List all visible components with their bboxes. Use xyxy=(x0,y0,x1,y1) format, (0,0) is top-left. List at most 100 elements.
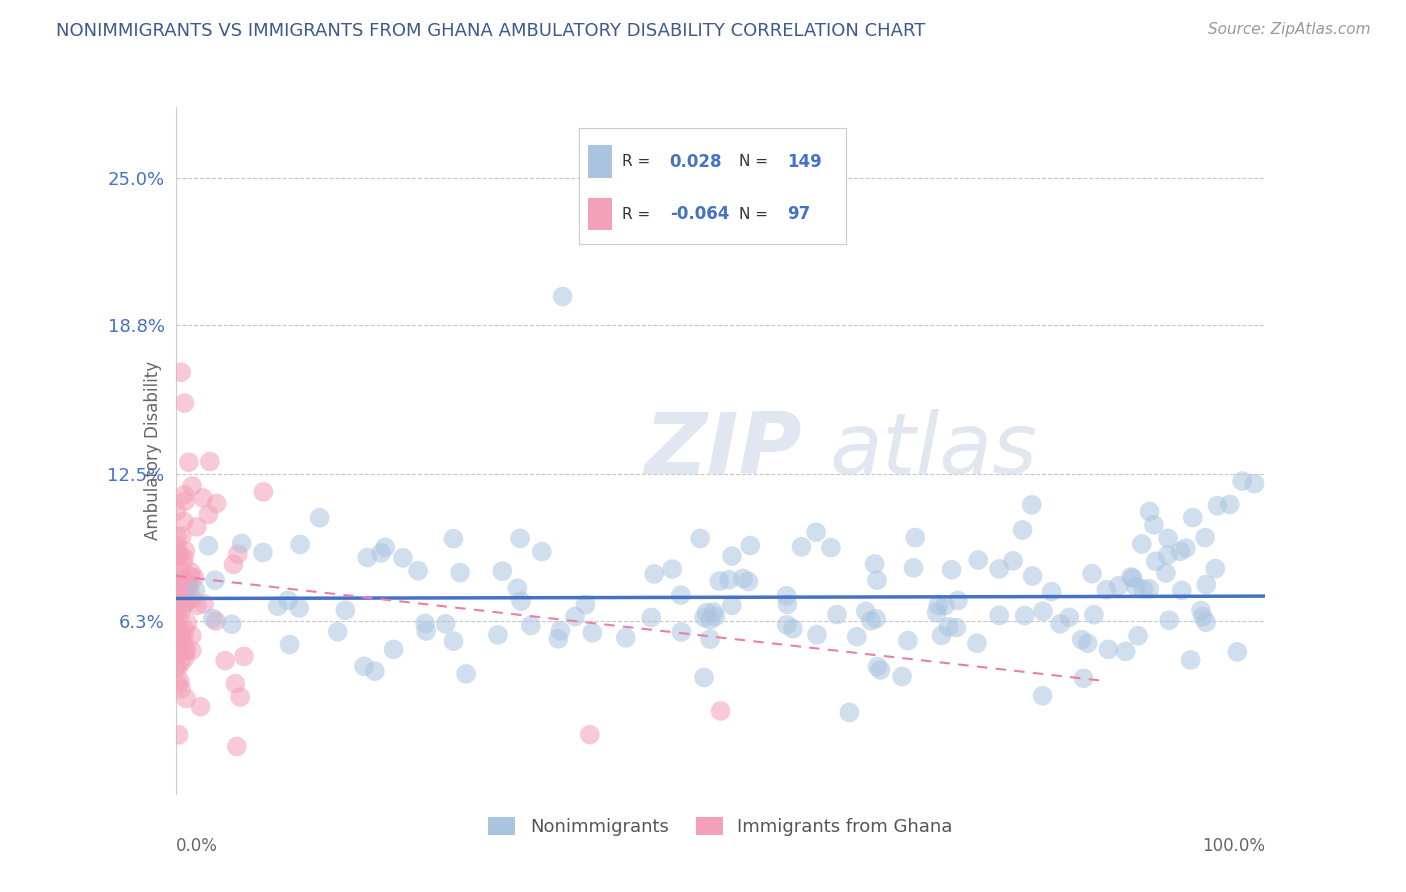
Point xyxy=(165,619,187,633)
Point xyxy=(233,649,256,664)
Point xyxy=(903,561,925,575)
Point xyxy=(170,656,193,670)
Point xyxy=(704,609,727,624)
Point xyxy=(374,541,396,555)
Point xyxy=(1144,554,1167,568)
Point xyxy=(931,628,953,642)
Point xyxy=(551,289,574,303)
Point xyxy=(1191,610,1213,624)
Point xyxy=(165,634,187,648)
Point xyxy=(506,582,529,596)
Point xyxy=(170,629,193,643)
Point xyxy=(221,617,243,632)
Point xyxy=(370,546,392,560)
Point xyxy=(170,681,193,696)
Point xyxy=(176,616,198,631)
Point xyxy=(721,549,744,563)
Point xyxy=(863,557,886,571)
Point xyxy=(353,659,375,673)
Point xyxy=(229,690,252,704)
Point xyxy=(1122,571,1144,585)
Point xyxy=(866,573,889,587)
Point xyxy=(170,529,193,543)
Point xyxy=(581,625,603,640)
Point xyxy=(267,599,290,614)
Point xyxy=(740,539,762,553)
Point xyxy=(169,590,191,604)
Point xyxy=(718,573,741,587)
Point xyxy=(191,491,214,505)
Point xyxy=(176,643,198,657)
Point xyxy=(166,642,188,657)
Point xyxy=(170,633,193,648)
Point xyxy=(510,594,533,608)
Point xyxy=(173,596,195,610)
Point xyxy=(174,598,197,612)
Text: NONIMMIGRANTS VS IMMIGRANTS FROM GHANA AMBULATORY DISABILITY CORRELATION CHART: NONIMMIGRANTS VS IMMIGRANTS FROM GHANA A… xyxy=(56,22,925,40)
Point xyxy=(1181,510,1204,524)
Point xyxy=(170,365,193,379)
Point xyxy=(945,621,967,635)
Point xyxy=(382,642,405,657)
Point xyxy=(177,593,200,607)
Point xyxy=(201,611,224,625)
Point xyxy=(308,510,330,524)
FancyBboxPatch shape xyxy=(588,198,612,230)
Point xyxy=(845,630,868,644)
Point xyxy=(925,606,948,620)
Point xyxy=(166,550,188,565)
Point xyxy=(172,570,194,584)
Point xyxy=(167,597,190,611)
Point xyxy=(1180,653,1202,667)
Point xyxy=(166,529,188,543)
Point xyxy=(252,484,274,499)
Point xyxy=(180,628,202,642)
Point xyxy=(167,633,190,648)
Point xyxy=(166,605,188,619)
Point xyxy=(869,663,891,677)
Point xyxy=(392,550,415,565)
Point xyxy=(166,597,188,611)
Point xyxy=(1040,584,1063,599)
Point xyxy=(277,593,299,607)
Point xyxy=(186,599,208,613)
Point xyxy=(1132,582,1154,596)
Point xyxy=(180,643,202,657)
Point xyxy=(449,566,471,580)
Legend: Nonimmigrants, Immigrants from Ghana: Nonimmigrants, Immigrants from Ghana xyxy=(481,809,960,843)
Point xyxy=(1126,629,1149,643)
Point xyxy=(184,583,207,598)
Point xyxy=(1195,577,1218,591)
Point xyxy=(1032,604,1054,618)
Point xyxy=(326,624,349,639)
Point xyxy=(205,614,228,628)
Point xyxy=(231,536,253,550)
Point xyxy=(564,609,586,624)
Point xyxy=(181,479,204,493)
Point xyxy=(614,631,637,645)
Point xyxy=(731,571,754,585)
Point xyxy=(1194,531,1216,545)
Point xyxy=(1137,582,1160,596)
Point xyxy=(689,532,711,546)
Point xyxy=(1226,645,1249,659)
Point xyxy=(172,588,194,602)
Point xyxy=(806,628,828,642)
Point xyxy=(737,574,759,589)
Point xyxy=(166,580,188,594)
Point xyxy=(177,579,200,593)
Point xyxy=(173,556,195,570)
Point xyxy=(181,591,204,606)
Point xyxy=(278,638,301,652)
Point xyxy=(165,597,187,611)
Point xyxy=(547,632,569,646)
Point xyxy=(865,612,887,626)
Point xyxy=(167,612,190,626)
Point xyxy=(703,605,725,619)
Point xyxy=(967,553,990,567)
Point xyxy=(804,525,827,540)
Point xyxy=(180,565,202,579)
Point xyxy=(1011,523,1033,537)
Point xyxy=(520,618,543,632)
Point xyxy=(927,599,949,613)
